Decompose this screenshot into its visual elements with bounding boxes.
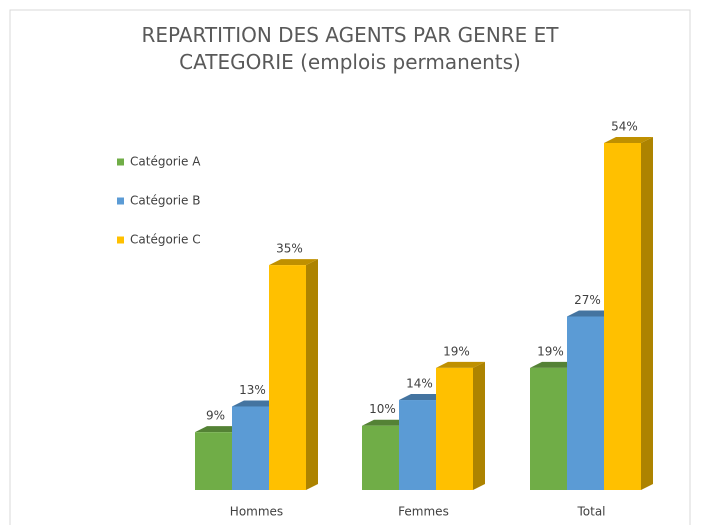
legend-label: Catégorie B bbox=[130, 194, 200, 208]
bar-top bbox=[399, 394, 448, 401]
legend-swatch bbox=[117, 236, 124, 244]
data-label: 14% bbox=[406, 377, 433, 391]
bar-top bbox=[530, 361, 579, 368]
bar-top bbox=[269, 259, 318, 266]
x-tick-label: Total bbox=[576, 505, 605, 519]
bar-side bbox=[473, 361, 485, 490]
bar-top bbox=[567, 310, 616, 317]
bar-top bbox=[232, 400, 281, 407]
data-label: 19% bbox=[443, 344, 470, 358]
x-tick-label: Femmes bbox=[398, 505, 449, 519]
data-label: 27% bbox=[574, 293, 601, 307]
bar-top bbox=[604, 137, 653, 143]
bar bbox=[530, 367, 567, 490]
bar bbox=[195, 432, 232, 490]
data-label: 10% bbox=[369, 402, 396, 416]
bar bbox=[436, 367, 473, 490]
chart-title: REPARTITION DES AGENTS PAR GENRE ET CATE… bbox=[141, 23, 559, 74]
bar bbox=[362, 425, 399, 490]
bar bbox=[399, 400, 436, 490]
legend-label: Catégorie C bbox=[130, 233, 201, 247]
data-label: 9% bbox=[206, 409, 225, 423]
legend-swatch bbox=[117, 158, 124, 166]
data-label: 35% bbox=[276, 242, 303, 256]
x-tick-label: Hommes bbox=[230, 505, 283, 519]
bar-top bbox=[436, 361, 485, 368]
data-label: 54% bbox=[611, 120, 638, 134]
data-label: 19% bbox=[537, 344, 564, 358]
legend-swatch bbox=[117, 197, 124, 205]
bar-side bbox=[306, 259, 318, 490]
legend-label: Catégorie A bbox=[130, 155, 201, 169]
bar bbox=[269, 265, 306, 490]
bar-side bbox=[641, 137, 653, 490]
bar bbox=[604, 143, 641, 490]
bar bbox=[567, 316, 604, 490]
data-label: 13% bbox=[239, 383, 266, 397]
chart-frame bbox=[9, 9, 691, 525]
bar-top bbox=[195, 426, 244, 433]
bar-top bbox=[362, 419, 411, 426]
bar bbox=[232, 406, 269, 490]
